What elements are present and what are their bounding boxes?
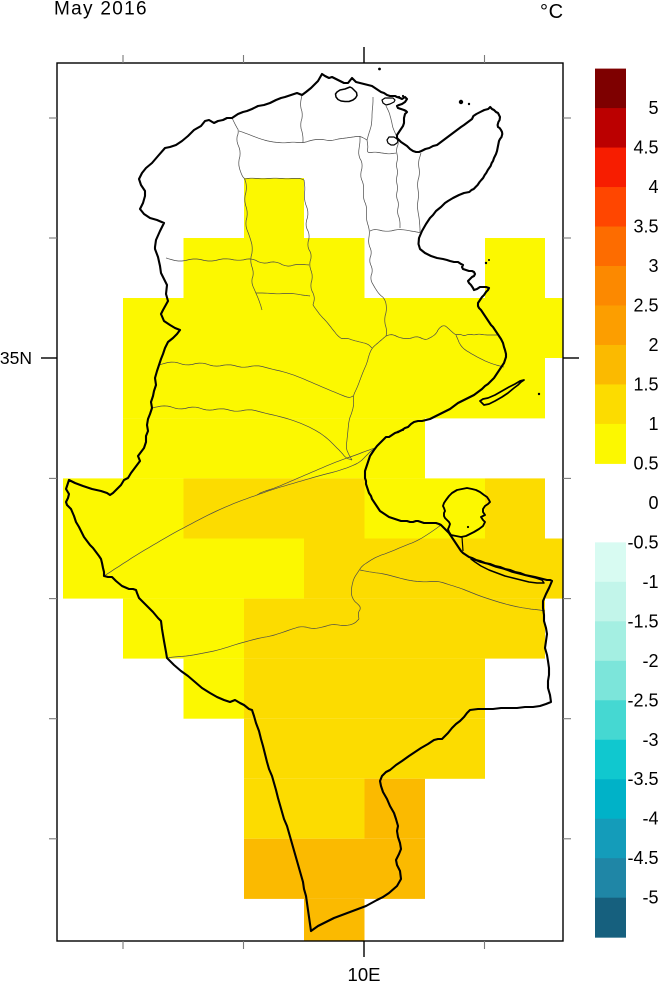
svg-text:3: 3: [648, 256, 658, 276]
svg-text:4: 4: [648, 177, 658, 197]
svg-text:-1.5: -1.5: [627, 611, 658, 631]
svg-text:-5: -5: [642, 888, 658, 908]
svg-text:0: 0: [648, 493, 658, 513]
svg-text:-2: -2: [642, 651, 658, 671]
svg-text:4.5: 4.5: [633, 138, 658, 158]
svg-text:5: 5: [648, 98, 658, 118]
svg-text:1: 1: [648, 414, 658, 434]
svg-text:-2.5: -2.5: [627, 690, 658, 710]
svg-text:3.5: 3.5: [633, 217, 658, 237]
svg-text:-4.5: -4.5: [627, 848, 658, 868]
svg-text:-1: -1: [642, 572, 658, 592]
svg-text:-4: -4: [642, 809, 658, 829]
svg-text:-3: -3: [642, 730, 658, 750]
svg-text:2.5: 2.5: [633, 296, 658, 316]
svg-text:35N: 35N: [0, 348, 32, 368]
svg-text:°C: °C: [540, 1, 564, 23]
svg-text:10E: 10E: [348, 964, 381, 984]
svg-text:2: 2: [648, 335, 658, 355]
svg-text:-3.5: -3.5: [627, 769, 658, 789]
svg-text:0.5: 0.5: [633, 453, 658, 473]
svg-text:1.5: 1.5: [633, 374, 658, 394]
svg-text:-0.5: -0.5: [627, 532, 658, 552]
svg-text:May 2016: May 2016: [54, 0, 148, 20]
